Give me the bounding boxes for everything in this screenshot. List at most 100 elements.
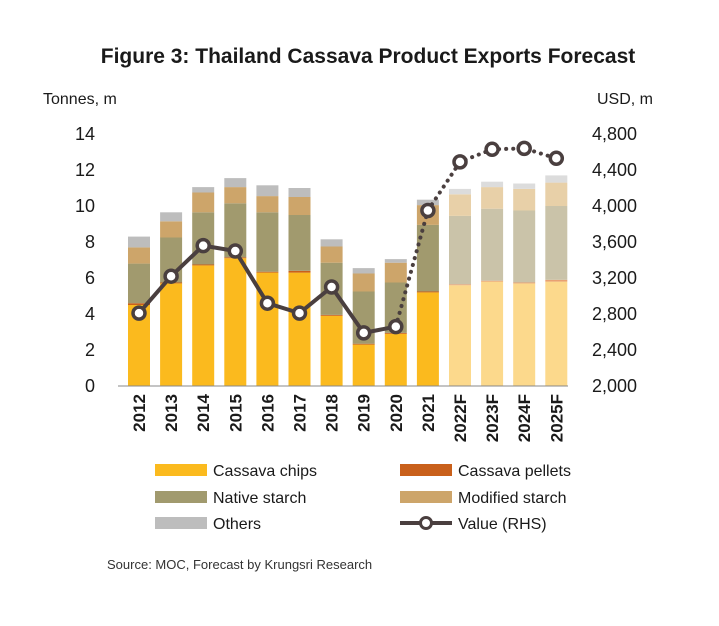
bar-segment (256, 185, 279, 197)
bar-segment (481, 187, 504, 209)
bar-segment (513, 282, 536, 284)
bar-segment (128, 247, 150, 264)
value-point (131, 305, 147, 321)
bar-segment (128, 236, 150, 248)
y-tick-label: 4 (85, 304, 95, 324)
legend-swatch (155, 464, 207, 476)
bar-segment (224, 178, 247, 188)
value-point (355, 325, 372, 341)
legend-swatch (400, 491, 452, 503)
bar-segment (192, 192, 215, 213)
bar-segment (449, 188, 471, 195)
bar-segment (545, 182, 568, 206)
bar-segment (449, 284, 471, 286)
bar-segment (545, 281, 568, 386)
y2-tick-label: 4,800 (592, 124, 637, 144)
y-axis-ticks: 0 2 4 6 8 10 12 14 (75, 124, 95, 396)
legend-line-marker (419, 516, 433, 530)
bar-segment (449, 215, 471, 285)
bar-segment (192, 264, 215, 266)
y-tick-label: 10 (75, 196, 95, 216)
bar-segment (352, 343, 375, 345)
y2-tick-label: 3,600 (592, 232, 637, 252)
bar-segment (481, 208, 504, 281)
value-point (516, 140, 532, 157)
value-line (131, 140, 565, 341)
x-tick-label: 2022F (451, 394, 470, 442)
legend-label: Others (213, 516, 261, 533)
x-tick-label: 2021 (419, 394, 438, 432)
bar-segment (384, 259, 407, 263)
bar-segment (320, 315, 343, 386)
bar-segment (320, 246, 343, 263)
bar-segment (513, 183, 536, 189)
bar-segment (288, 270, 311, 273)
bar-segment (384, 333, 407, 386)
bar-segment (256, 196, 279, 213)
bar-segment (128, 303, 150, 305)
x-tick-label: 2019 (355, 394, 374, 432)
x-tick-label: 2014 (194, 393, 213, 431)
bar-segment (352, 344, 375, 386)
bar-segment (416, 291, 439, 293)
bar-segment (481, 181, 504, 188)
value-point (195, 237, 211, 254)
bar-segment (545, 206, 568, 280)
bar-segment (416, 292, 439, 386)
bar-segment (288, 197, 311, 215)
legend-label: Cassava pellets (458, 463, 571, 480)
bar-segment (384, 262, 407, 283)
bars (128, 175, 568, 386)
bar-segment (481, 281, 504, 386)
x-tick-label: 2015 (226, 394, 245, 432)
bar-segment (513, 283, 536, 386)
bar-segment (513, 188, 536, 211)
value-point (420, 202, 436, 219)
value-point (452, 154, 468, 170)
legend-label: Value (RHS) (458, 516, 547, 533)
y-tick-label: 14 (75, 124, 95, 144)
bar-segment (352, 273, 375, 292)
legend-swatch (155, 491, 207, 503)
x-tick-label: 2018 (323, 394, 342, 432)
bar-segment (160, 212, 183, 222)
y-tick-label: 12 (75, 160, 95, 180)
value-point (163, 268, 179, 284)
x-tick-label: 2024F (515, 394, 534, 442)
y-axis-label: Tonnes, m (43, 91, 117, 108)
bar-segment (160, 221, 183, 238)
bar-segment (288, 188, 311, 197)
y2-tick-label: 3,200 (592, 268, 637, 288)
y-tick-label: 0 (85, 376, 95, 396)
x-axis-ticks: 2012 2013 2014 2015 2016 2017 2018 2019 2020 2021… (130, 393, 566, 442)
legend-swatch (400, 464, 452, 476)
value-point (259, 295, 276, 311)
value-point (484, 141, 500, 158)
x-tick-label: 2025F (547, 394, 566, 442)
bar-segment (224, 187, 247, 204)
x-tick-label: 2012 (130, 394, 149, 432)
bar-segment (288, 215, 311, 271)
bar-segment (256, 271, 279, 273)
bar-segment (192, 265, 215, 386)
y2-tick-label: 4,000 (592, 196, 637, 216)
value-point (548, 150, 565, 167)
x-tick-label: 2016 (258, 394, 277, 432)
value-point (227, 243, 244, 259)
bar-segment (416, 199, 439, 206)
y2-tick-label: 2,800 (592, 304, 637, 324)
bar-segment (224, 203, 247, 258)
legend-swatch (155, 517, 207, 529)
legend-label: Modified starch (458, 490, 567, 507)
x-tick-label: 2017 (291, 394, 310, 432)
source-note: Source: MOC, Forecast by Krungsri Resear… (107, 557, 372, 572)
bar-segment (320, 314, 343, 316)
legend-label: Cassava chips (213, 463, 317, 480)
x-tick-label: 2020 (387, 394, 406, 432)
value-point (291, 305, 308, 321)
bar-segment (352, 268, 375, 274)
bar-segment (449, 285, 471, 386)
bar-segment (128, 305, 150, 386)
chart-title: Figure 3: Thailand Cassava Product Expor… (101, 45, 636, 68)
bar-segment (224, 258, 247, 386)
